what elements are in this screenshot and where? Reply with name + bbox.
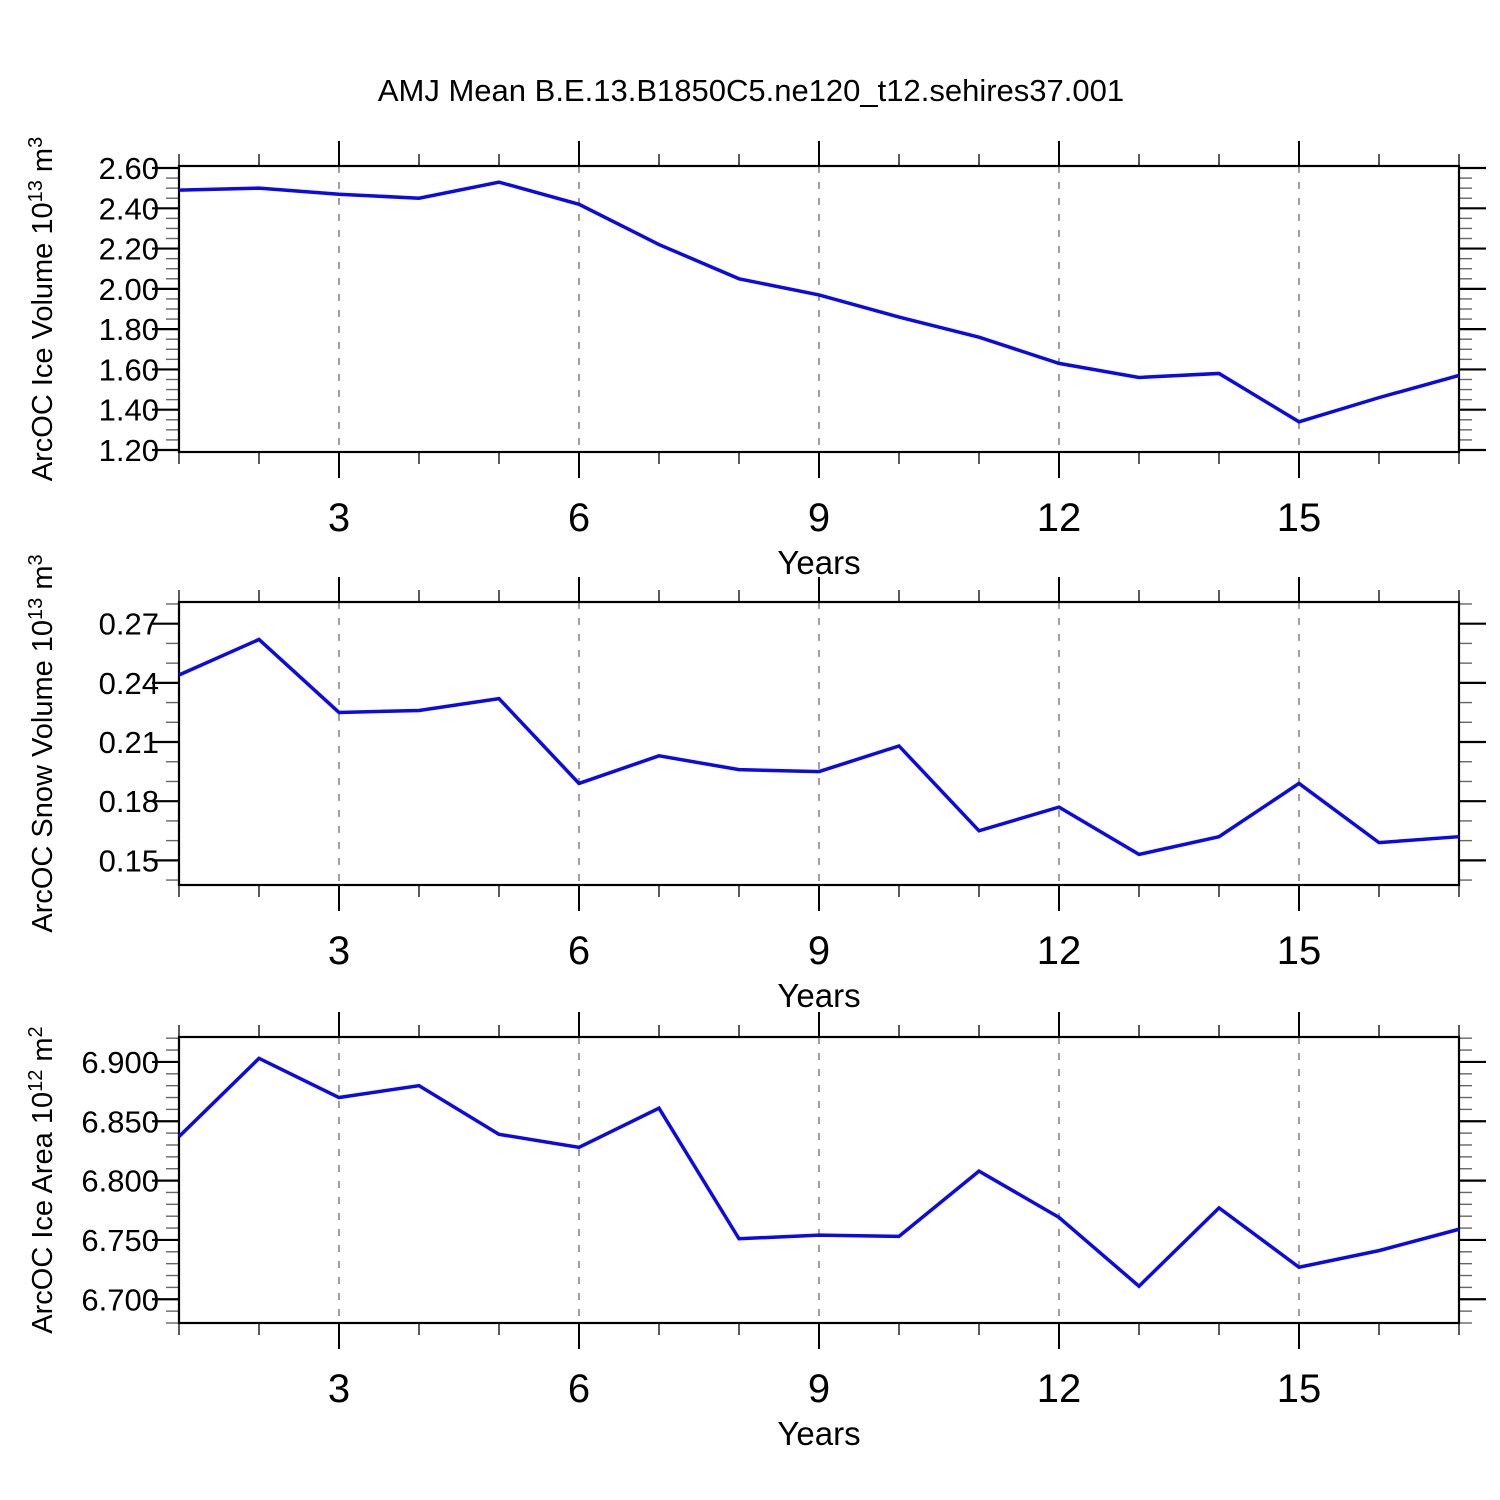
x-tick-label: 9 bbox=[808, 1367, 830, 1411]
y-tick-label: 6.750 bbox=[81, 1223, 159, 1258]
x-axis-title: Years bbox=[777, 544, 860, 581]
x-tick-label: 12 bbox=[1037, 1367, 1082, 1411]
x-tick-label: 12 bbox=[1037, 496, 1082, 540]
chart-title: AMJ Mean B.E.13.B1850C5.ne120_t12.sehire… bbox=[378, 73, 1124, 108]
x-tick-label: 3 bbox=[328, 1367, 350, 1411]
panel-snow-volume: 0.27 0.24 0.21 0.18 0.15 3 6 9 12 15 Years ArcOC Sn… bbox=[25, 554, 1486, 1014]
plot-frame bbox=[177, 164, 1461, 454]
x-tick-label: 15 bbox=[1277, 496, 1322, 540]
data-line-ice-volume bbox=[178, 180, 1460, 424]
y-tick-label: 1.20 bbox=[99, 433, 159, 468]
y-tick-label: 1.80 bbox=[99, 312, 159, 347]
y-tick-label: 1.40 bbox=[99, 393, 159, 428]
panel-ice-volume: 2.60 2.40 2.20 2.00 1.80 1.60 1.40 1.20 3 6 9 12 15 Y… bbox=[25, 137, 1486, 581]
data-line-snow-volume bbox=[178, 637, 1460, 857]
y-tick-label: 6.700 bbox=[81, 1282, 159, 1317]
y-tick-label: 0.27 bbox=[99, 607, 159, 642]
x-axis-title: Years bbox=[777, 977, 860, 1014]
x-tick-label: 15 bbox=[1277, 929, 1322, 973]
y-tick-label: 6.900 bbox=[81, 1045, 159, 1080]
x-tick-label: 12 bbox=[1037, 929, 1082, 973]
data-line-ice-area bbox=[177, 1056, 1460, 1289]
panels-group: 2.60 2.40 2.20 2.00 1.80 1.60 1.40 1.20 3 6 9 12 15 Y… bbox=[25, 137, 1486, 1452]
y-axis-title: ArcOC Ice Area 1012 m2 bbox=[25, 1026, 59, 1333]
y-tick-label: 6.800 bbox=[81, 1164, 159, 1199]
x-tick-label: 6 bbox=[568, 1367, 590, 1411]
plot-frame bbox=[177, 600, 1461, 887]
x-tick-label: 6 bbox=[568, 929, 590, 973]
y-tick-label: 0.18 bbox=[99, 784, 159, 819]
y-tick-label: 2.20 bbox=[99, 232, 159, 267]
x-tick-label: 6 bbox=[568, 496, 590, 540]
x-tick-label: 15 bbox=[1277, 1367, 1322, 1411]
y-tick-label: 2.00 bbox=[99, 272, 159, 307]
x-tick-label: 9 bbox=[808, 929, 830, 973]
y-tick-label: 1.60 bbox=[99, 352, 159, 387]
y-axis-title: ArcOC Snow Volume 1013 m3 bbox=[25, 554, 59, 932]
x-tick-label: 9 bbox=[808, 496, 830, 540]
y-axis-title: ArcOC Ice Volume 1013 m3 bbox=[25, 137, 59, 481]
x-tick-label: 3 bbox=[328, 929, 350, 973]
y-tick-label: 2.40 bbox=[99, 191, 159, 226]
y-tick-label: 0.24 bbox=[99, 666, 159, 701]
y-tick-label: 6.850 bbox=[81, 1104, 159, 1139]
x-tick-label: 3 bbox=[328, 496, 350, 540]
y-tick-label: 2.60 bbox=[99, 151, 159, 186]
panel-ice-area: 6.900 6.850 6.800 6.750 6.700 3 6 9 12 15 Years Arc… bbox=[25, 1012, 1486, 1452]
plot-frame bbox=[177, 1035, 1461, 1325]
y-tick-label: 0.15 bbox=[99, 843, 159, 878]
x-axis-title: Years bbox=[777, 1415, 860, 1452]
y-tick-label: 0.21 bbox=[99, 725, 159, 760]
